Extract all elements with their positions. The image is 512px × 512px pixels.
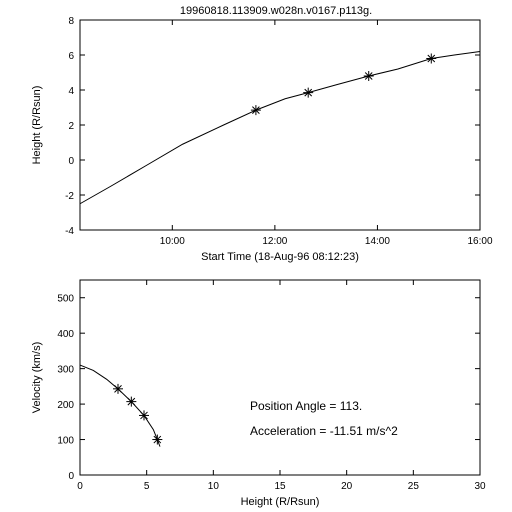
velocity-height-chart-xtick-label: 25 [408,481,420,492]
figure: 19960818.113909.w028n.v0167.p113g. 10:00 1… [0,0,512,512]
velocity-height-chart-ytick-label: 400 [57,329,74,340]
height-time-chart-marker [426,54,436,64]
velocity-height-chart-annotation: Acceleration = -11.51 m/s^2 [250,424,398,438]
height-time-chart-xtick-label: 16:00 [467,236,492,247]
height-time-chart-ytick-label: 2 [68,121,74,132]
height-time-chart-frame [80,20,480,230]
height-time-chart-ytick-label: 6 [68,51,74,62]
velocity-height-chart-xtick-label: 20 [341,481,353,492]
height-time-chart-xtick-label: 14:00 [365,236,390,247]
velocity-height-chart-frame [80,280,480,475]
height-time-chart-curve [80,52,480,204]
figure-title: 19960818.113909.w028n.v0167.p113g. [180,5,372,17]
velocity-height-chart-xtick-label: 30 [474,481,486,492]
velocity-height-chart-ytick-label: 500 [57,294,74,305]
height-time-chart-xlabel: Start Time (18-Aug-96 08:12:23) [201,251,359,263]
height-time-chart-xtick-label: 12:00 [262,236,287,247]
height-time-chart-marker [303,88,313,98]
velocity-height-chart-ytick-label: 200 [57,400,74,411]
velocity-height-chart-marker [113,384,123,394]
velocity-height-chart-ylabel: Velocity (km/s) [31,342,43,414]
velocity-height-chart-marker [126,397,136,407]
velocity-height-chart-xtick-label: 0 [77,481,83,492]
velocity-height-chart-ytick-label: 0 [68,471,74,482]
height-time-chart-ytick-label: 8 [68,16,74,27]
height-time-chart-ytick-label: 4 [68,86,74,97]
height-time-chart-ytick-label: 0 [68,156,74,167]
velocity-height-chart-marker [152,435,162,445]
velocity-height-chart-ytick-label: 100 [57,436,74,447]
velocity-height-chart-marker [139,410,149,420]
height-time-chart-ylabel: Height (R/Rsun) [31,86,43,165]
velocity-height-chart-curve [80,365,160,447]
height-time-chart-marker [364,71,374,81]
height-time-chart-marker [251,105,261,115]
velocity-height-chart-xlabel: Height (R/Rsun) [241,496,320,508]
height-time-chart-ytick-label: -2 [65,191,74,202]
height-time-chart-xtick-label: 10:00 [160,236,185,247]
velocity-height-chart-xtick-label: 15 [274,481,286,492]
height-time-chart-ytick-label: -4 [65,226,74,237]
velocity-height-chart-annotation: Position Angle = 113. [250,399,362,413]
velocity-height-chart-xtick-label: 5 [144,481,150,492]
velocity-height-chart-xtick-label: 10 [208,481,220,492]
velocity-height-chart-ytick-label: 300 [57,365,74,376]
